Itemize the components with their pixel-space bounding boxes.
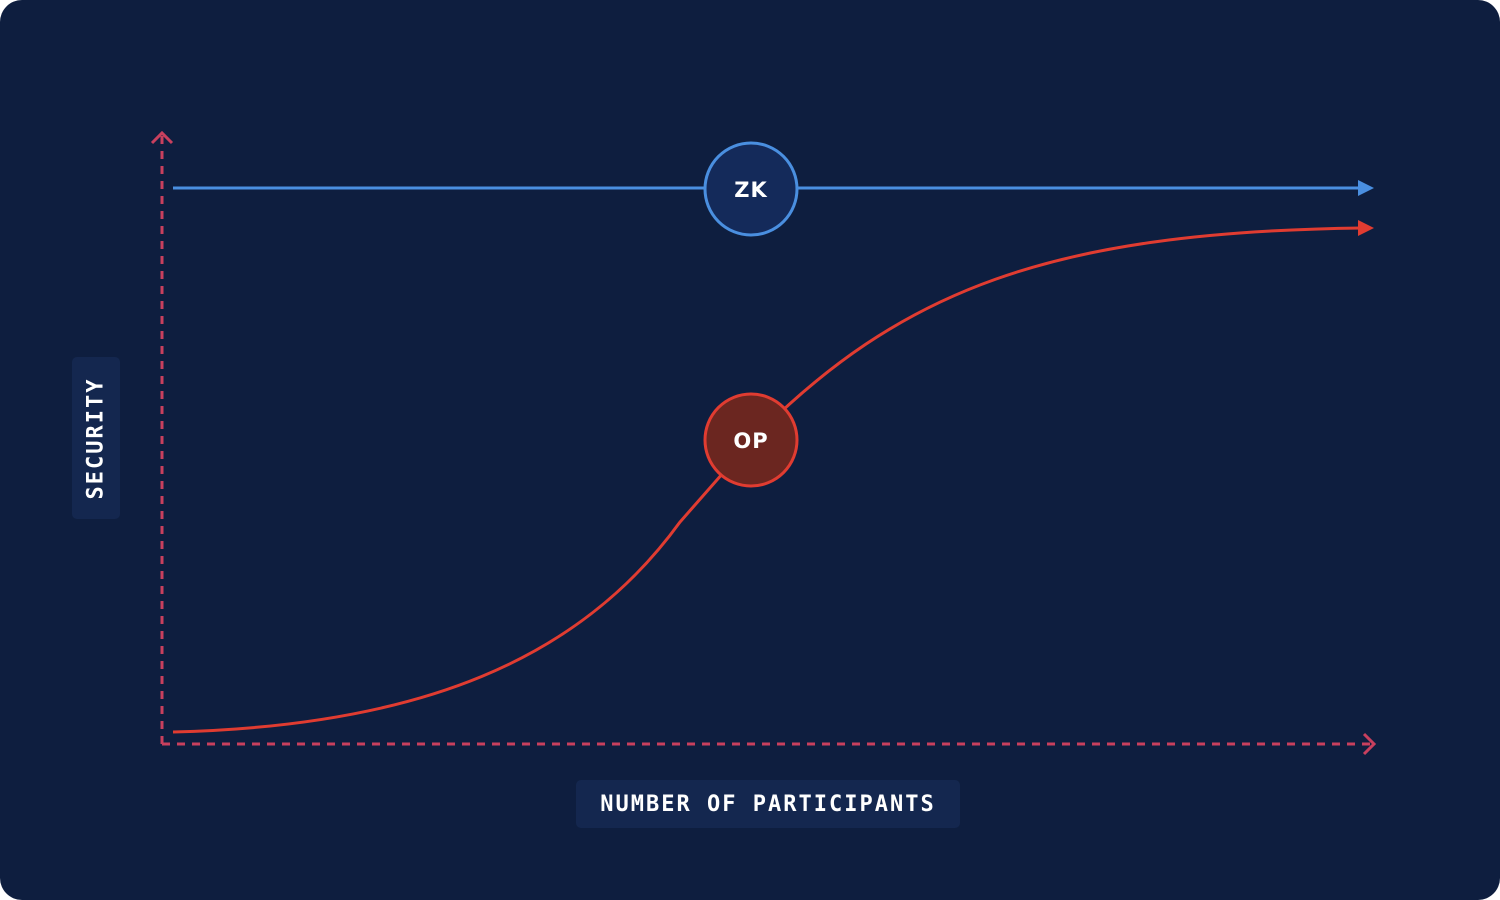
y-axis-arrow-icon <box>150 130 174 145</box>
zk-arrow-icon <box>1358 180 1374 196</box>
x-axis-arrow-icon <box>1362 732 1377 756</box>
x-axis-label-text: NUMBER OF PARTICIPANTS <box>600 791 936 817</box>
y-axis-label: SECURITY <box>72 357 120 519</box>
zk-node: ZK <box>703 141 799 237</box>
zk-node-label: ZK <box>734 178 768 202</box>
x-axis-label: NUMBER OF PARTICIPANTS <box>576 780 960 828</box>
op-arrow-icon <box>1358 220 1374 236</box>
y-axis-label-text: SECURITY <box>83 377 109 499</box>
op-node-label: OP <box>733 429 768 453</box>
op-node: OP <box>703 392 799 488</box>
